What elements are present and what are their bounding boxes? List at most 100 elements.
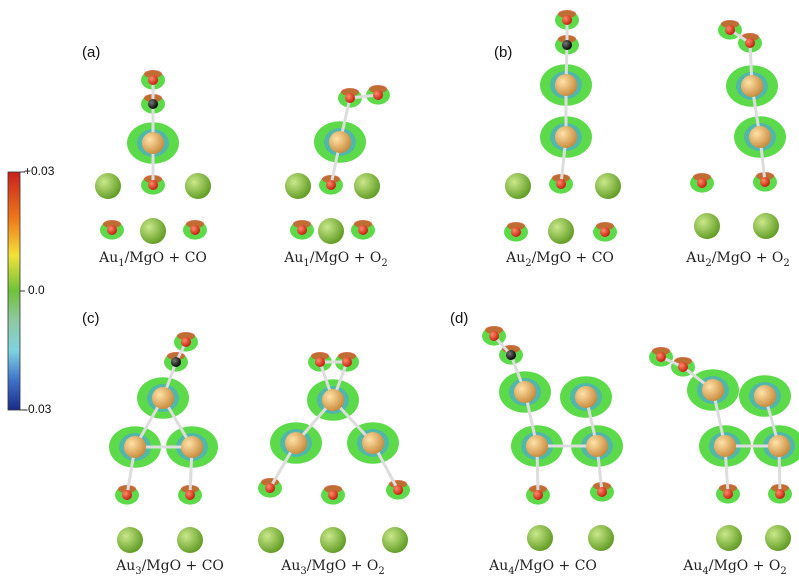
atom [185, 490, 195, 500]
caption-part: Au [505, 250, 525, 266]
structure [95, 70, 211, 244]
structure [504, 10, 621, 244]
atom [716, 525, 742, 551]
atom [342, 357, 352, 367]
atom [354, 173, 380, 199]
atom [148, 180, 158, 190]
atom [171, 357, 181, 367]
atom [714, 435, 736, 457]
atom [152, 387, 174, 409]
atom [148, 99, 158, 109]
atom [382, 527, 408, 553]
caption-part: Au [682, 558, 702, 574]
atom [753, 213, 779, 239]
atom [285, 173, 311, 199]
atom [124, 436, 146, 458]
atom [511, 227, 521, 237]
atom [489, 331, 499, 341]
atom [775, 489, 785, 499]
atom [526, 435, 548, 457]
colorbar-label: 0.0 [28, 283, 45, 297]
structure [482, 326, 623, 551]
atom [514, 381, 536, 403]
figure: +0.03 0.0 -0.03 (a)Au1/MgO + COAu1/MgO +… [0, 0, 799, 582]
atom [315, 357, 325, 367]
caption-part: Au [115, 558, 135, 574]
caption-part: Au [283, 250, 303, 266]
caption-part: Au [488, 558, 508, 574]
caption-part: /MgO + CO [142, 558, 224, 574]
atom [177, 527, 203, 553]
structure [109, 332, 218, 553]
colorbar [8, 172, 20, 410]
panel-label: (a) [82, 44, 100, 61]
atom [285, 432, 307, 454]
atom [555, 126, 577, 148]
atom [320, 527, 346, 553]
panel-label: (d) [450, 310, 468, 327]
atom [575, 386, 597, 408]
atom [556, 179, 566, 189]
caption: Au3/MgO + O2 [280, 558, 385, 577]
atom [362, 432, 384, 454]
caption: Au4/MgO + CO [488, 558, 597, 577]
panel-label: (c) [82, 310, 100, 327]
caption-part: /MgO + O [307, 558, 379, 574]
atom [142, 132, 164, 154]
caption-part: 2 [381, 258, 387, 269]
structure [258, 352, 410, 553]
atom [694, 213, 720, 239]
atom [122, 490, 132, 500]
caption-part: Au [98, 250, 118, 266]
caption: Au3/MgO + CO [115, 558, 224, 577]
atom [185, 173, 211, 199]
structures [95, 10, 799, 553]
colorbar-label: -0.03 [24, 402, 52, 416]
colorbar-label: +0.03 [24, 164, 55, 178]
caption-part: /MgO + CO [532, 250, 614, 266]
atom [678, 362, 688, 372]
atom [562, 15, 572, 25]
atom [754, 385, 776, 407]
caption-part: /MgO + O [709, 558, 781, 574]
atom [181, 337, 191, 347]
atom [548, 218, 574, 244]
atom [765, 525, 791, 551]
atom [725, 25, 735, 35]
atom [595, 173, 621, 199]
atom [328, 490, 338, 500]
atom [297, 225, 307, 235]
caption-part: /MgO + CO [515, 558, 597, 574]
caption-part: 2 [780, 566, 786, 577]
atom [586, 435, 608, 457]
atom [345, 93, 355, 103]
atom [117, 527, 143, 553]
atom [656, 352, 666, 362]
atom [140, 218, 166, 244]
atom [588, 525, 614, 551]
caption-part: Au [280, 558, 300, 574]
atom [505, 173, 531, 199]
atom [702, 379, 724, 401]
atom [329, 131, 351, 153]
atom [107, 225, 117, 235]
atom [506, 350, 516, 360]
atom [741, 75, 763, 97]
structure [285, 85, 390, 244]
panel-label: (b) [494, 44, 512, 61]
caption: Au1/MgO + O2 [283, 250, 388, 269]
atom [318, 218, 344, 244]
caption-part: 2 [378, 566, 384, 577]
atom [597, 487, 607, 497]
atom [148, 75, 158, 85]
atom [760, 177, 770, 187]
atom [258, 527, 284, 553]
atom [393, 485, 403, 495]
structure [649, 347, 799, 551]
caption: Au2/MgO + O2 [685, 250, 790, 269]
atom [555, 74, 577, 96]
atom [190, 225, 200, 235]
atom [749, 126, 771, 148]
atom [768, 435, 790, 457]
caption-part: /MgO + CO [125, 250, 207, 266]
